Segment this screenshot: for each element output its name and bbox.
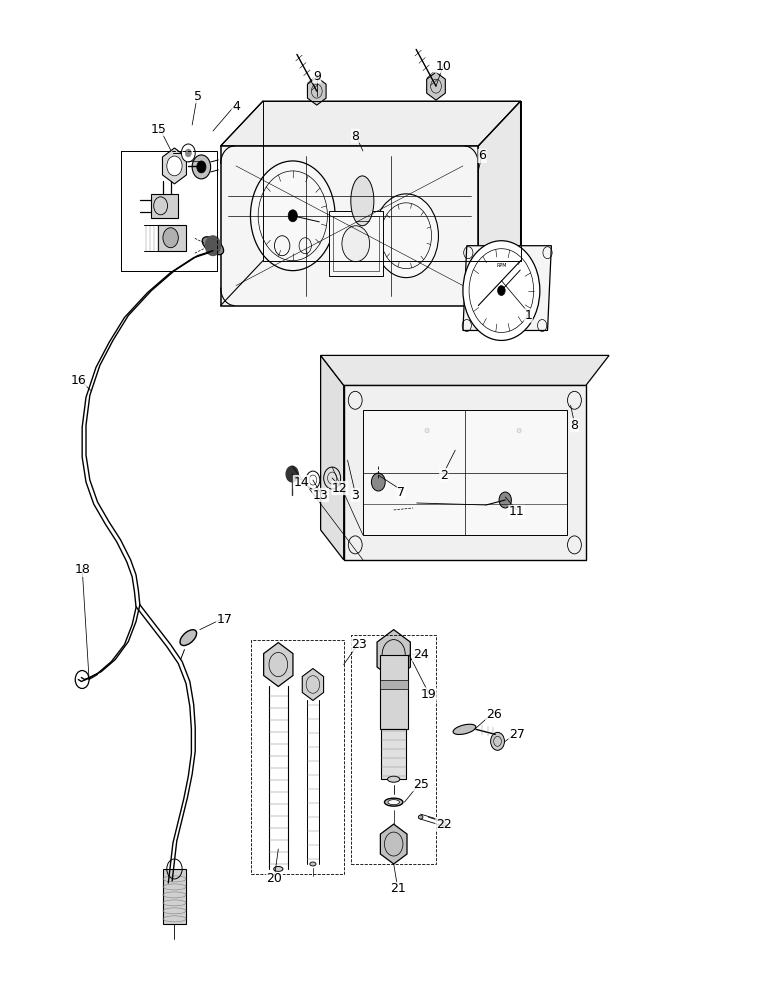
Text: 7: 7 <box>398 486 405 499</box>
Text: 14: 14 <box>293 476 310 489</box>
Ellipse shape <box>388 776 400 782</box>
Text: 27: 27 <box>509 728 525 741</box>
Text: 16: 16 <box>70 374 86 387</box>
Text: 3: 3 <box>351 489 359 502</box>
Circle shape <box>250 161 335 271</box>
Text: 10: 10 <box>435 60 452 73</box>
Polygon shape <box>162 148 187 184</box>
Circle shape <box>374 194 438 278</box>
Polygon shape <box>427 72 445 100</box>
Bar <box>380 655 408 729</box>
Circle shape <box>181 144 195 162</box>
Polygon shape <box>157 225 186 251</box>
Text: 11: 11 <box>509 505 525 518</box>
Ellipse shape <box>202 237 224 255</box>
Text: 24: 24 <box>413 648 428 661</box>
Polygon shape <box>479 101 520 306</box>
Bar <box>329 211 383 276</box>
Polygon shape <box>381 824 407 864</box>
Circle shape <box>163 228 178 248</box>
Polygon shape <box>221 146 479 306</box>
Ellipse shape <box>180 630 197 646</box>
Text: 6: 6 <box>478 149 486 162</box>
Text: 20: 20 <box>266 872 283 885</box>
Text: 17: 17 <box>216 613 232 626</box>
Polygon shape <box>307 77 326 105</box>
Circle shape <box>371 473 385 491</box>
Circle shape <box>197 161 206 173</box>
Text: 19: 19 <box>421 688 436 701</box>
Text: 5: 5 <box>194 90 201 103</box>
Ellipse shape <box>388 800 399 805</box>
Text: 26: 26 <box>486 708 502 721</box>
Text: 13: 13 <box>313 489 329 502</box>
Text: ⚙: ⚙ <box>423 428 429 434</box>
Ellipse shape <box>350 176 374 226</box>
Polygon shape <box>221 101 520 146</box>
Ellipse shape <box>310 862 316 866</box>
Circle shape <box>463 241 540 340</box>
Polygon shape <box>463 246 551 330</box>
Polygon shape <box>151 194 178 218</box>
Text: 9: 9 <box>313 70 320 83</box>
Text: 12: 12 <box>332 482 347 495</box>
Bar <box>163 869 186 924</box>
Polygon shape <box>363 410 567 535</box>
Text: 21: 21 <box>390 882 405 895</box>
Text: 8: 8 <box>571 419 578 432</box>
Text: 2: 2 <box>440 469 448 482</box>
Polygon shape <box>320 355 609 385</box>
Text: RPM: RPM <box>496 263 506 268</box>
Circle shape <box>205 236 221 256</box>
Polygon shape <box>320 355 344 560</box>
Bar <box>380 680 408 689</box>
Circle shape <box>497 286 505 296</box>
Bar <box>333 216 379 271</box>
Ellipse shape <box>274 866 283 871</box>
Polygon shape <box>264 643 293 686</box>
Text: 18: 18 <box>74 563 90 576</box>
Circle shape <box>192 155 211 179</box>
Text: 15: 15 <box>151 123 167 136</box>
Bar <box>381 729 406 779</box>
Circle shape <box>167 156 182 176</box>
Polygon shape <box>303 669 323 700</box>
Circle shape <box>288 210 297 222</box>
Text: 1: 1 <box>524 309 532 322</box>
Text: 8: 8 <box>351 130 359 143</box>
Text: 25: 25 <box>413 778 428 791</box>
Ellipse shape <box>384 798 403 806</box>
Text: 22: 22 <box>436 818 452 831</box>
Text: 23: 23 <box>351 638 367 651</box>
Circle shape <box>185 149 191 157</box>
Ellipse shape <box>418 815 423 819</box>
Ellipse shape <box>453 724 476 734</box>
Polygon shape <box>377 630 411 680</box>
Circle shape <box>491 732 504 750</box>
Polygon shape <box>344 385 586 560</box>
Text: 4: 4 <box>232 100 240 113</box>
Ellipse shape <box>442 822 446 826</box>
Circle shape <box>286 466 298 482</box>
Circle shape <box>499 492 511 508</box>
Text: ⚙: ⚙ <box>516 428 522 434</box>
Circle shape <box>342 226 370 262</box>
